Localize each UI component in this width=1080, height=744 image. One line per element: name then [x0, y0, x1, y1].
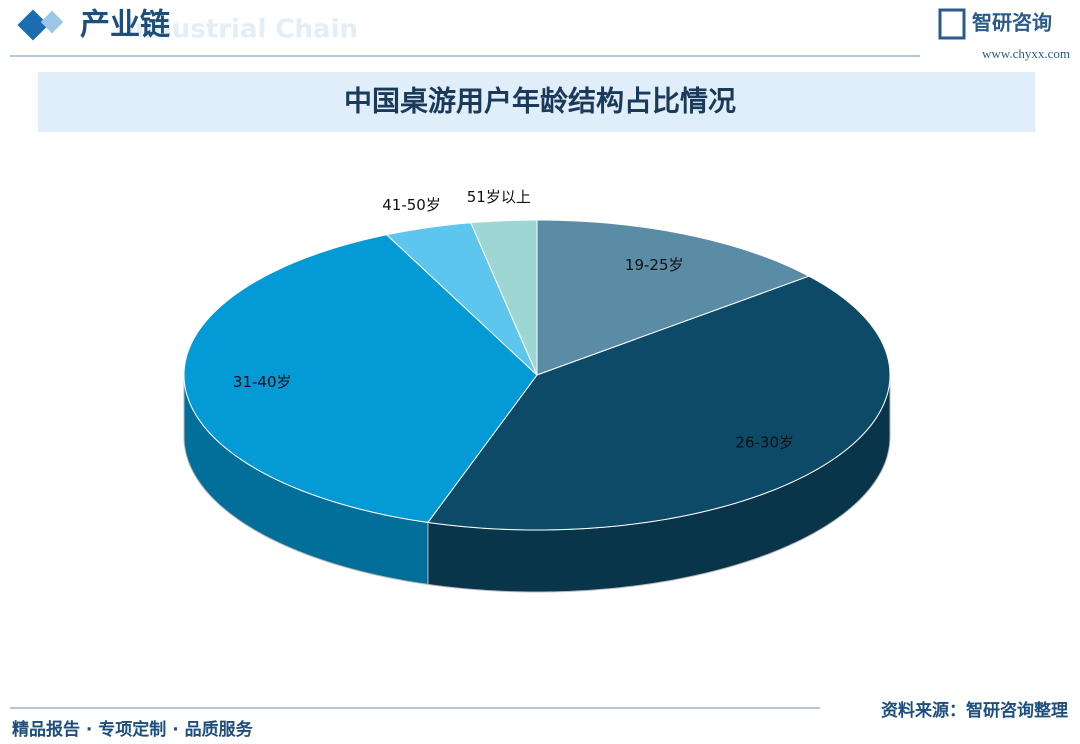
header-title: 产业链 — [80, 8, 170, 43]
title-banner — [38, 72, 1035, 132]
chart-title: 中国桌游用户年龄结构占比情况 — [344, 85, 736, 118]
header-diamond-light — [40, 10, 64, 34]
slice — [470, 219, 538, 376]
slice — [536, 219, 811, 376]
brand: 智研咨询 — [972, 11, 1052, 35]
pie: 19-25岁 26-30岁 31-40岁 41-50岁 51岁以上 — [183, 188, 891, 593]
slice — [183, 234, 538, 523]
slice — [427, 275, 891, 531]
slice-label: 26-30岁 — [735, 433, 794, 451]
slice-label: 19-25岁 — [625, 256, 684, 274]
slice-label: 31-40岁 — [233, 373, 292, 391]
footer-left: 精品报告 · 专项定制 · 品质服务 — [12, 719, 254, 740]
slice — [385, 222, 538, 376]
source: 资料来源：智研咨询整理 — [881, 700, 1068, 721]
slice-label: 51岁以上 — [467, 188, 531, 206]
slice-label: 41-50岁 — [382, 196, 441, 214]
logo-icon — [938, 8, 966, 40]
url: www.chyxx.com — [982, 46, 1070, 61]
header-subtitle: Industrial Chain — [125, 15, 358, 45]
